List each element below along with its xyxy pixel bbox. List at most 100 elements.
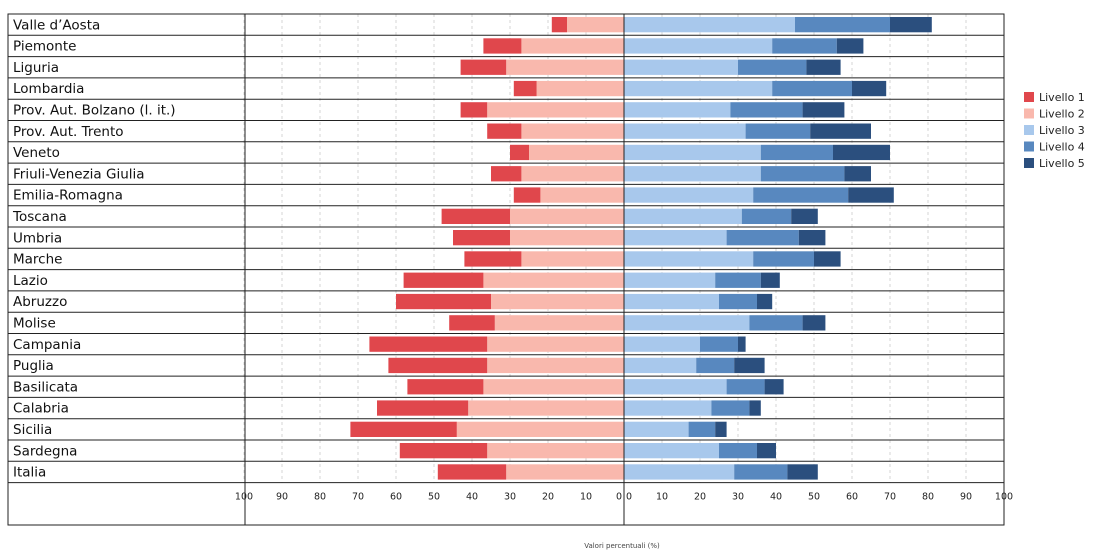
x-tick-label: 0: [626, 492, 632, 503]
category-label: Lombardia: [13, 81, 84, 97]
bar-livello-5: [836, 38, 864, 54]
bar-livello-2: [521, 123, 624, 139]
bar-livello-4: [749, 315, 803, 331]
bar-livello-1: [460, 59, 507, 75]
category-label: Piemonte: [13, 39, 76, 55]
bar-livello-5: [791, 208, 818, 224]
bar-livello-5: [814, 251, 841, 267]
bar-livello-3: [624, 443, 719, 459]
bar-livello-5: [852, 80, 887, 97]
bar-livello-1: [460, 102, 488, 118]
bar-livello-5: [749, 400, 761, 416]
category-label: Italia: [13, 465, 46, 481]
x-tick-label: 30: [504, 492, 516, 503]
bar-livello-1: [449, 315, 495, 331]
bar-livello-1: [377, 400, 469, 416]
bar-livello-2: [468, 400, 624, 416]
x-tick-label: 30: [732, 492, 744, 503]
category-label: Toscana: [12, 209, 67, 225]
bar-livello-2: [567, 17, 624, 33]
bar-livello-4: [719, 293, 757, 310]
bar-livello-5: [802, 315, 826, 331]
x-tick-label: 20: [542, 492, 554, 503]
bar-livello-4: [795, 17, 890, 33]
bar-livello-2: [521, 38, 624, 54]
bar-livello-2: [491, 293, 624, 310]
bar-livello-4: [726, 230, 799, 246]
bar-livello-2: [521, 251, 624, 267]
bar-livello-1: [487, 123, 522, 139]
bar-livello-4: [734, 464, 788, 480]
bar-livello-4: [730, 102, 803, 118]
x-tick-label: 100: [995, 492, 1013, 503]
category-label: Basilicata: [13, 379, 78, 395]
bar-livello-4: [738, 59, 807, 75]
x-tick-label: 10: [656, 492, 668, 503]
x-tick-label: 60: [846, 492, 858, 503]
bar-livello-1: [396, 293, 491, 310]
category-label: Prov. Aut. Bolzano (l. it.): [13, 103, 176, 119]
bar-livello-5: [738, 336, 746, 352]
bar-livello-2: [487, 443, 624, 459]
category-label: Puglia: [13, 358, 54, 374]
bar-livello-1: [513, 187, 541, 203]
bar-livello-4: [772, 80, 852, 97]
bar-livello-5: [787, 464, 818, 480]
category-label: Sicilia: [13, 422, 52, 438]
bar-livello-5: [844, 166, 871, 182]
bar-livello-4: [760, 144, 833, 161]
bar-livello-1: [388, 357, 488, 374]
legend-swatch: [1024, 92, 1034, 102]
bar-livello-2: [510, 208, 624, 224]
legend-swatch: [1024, 125, 1034, 135]
bar-livello-5: [802, 102, 845, 118]
bar-livello-4: [726, 379, 765, 395]
bar-livello-4: [745, 123, 811, 139]
category-label: Molise: [13, 316, 56, 332]
x-tick-label: 50: [428, 492, 440, 503]
bar-livello-4: [696, 357, 735, 374]
bar-livello-1: [464, 251, 522, 267]
category-label: Sardegna: [13, 443, 77, 459]
bar-livello-2: [494, 315, 624, 331]
bar-livello-2: [521, 166, 624, 182]
bar-livello-2: [456, 421, 624, 437]
x-tick-label: 60: [390, 492, 402, 503]
x-tick-label: 40: [770, 492, 782, 503]
bar-livello-4: [711, 400, 750, 416]
bar-livello-3: [624, 59, 738, 75]
bar-livello-2: [506, 464, 624, 480]
bar-livello-2: [483, 272, 624, 288]
bar-livello-3: [624, 187, 754, 203]
bar-livello-3: [624, 336, 700, 352]
bar-livello-5: [764, 379, 784, 395]
x-tick-label: 90: [276, 492, 288, 503]
bar-livello-3: [624, 315, 750, 331]
legend-label: Livello 1: [1039, 91, 1085, 104]
bar-livello-3: [624, 80, 773, 97]
bar-livello-4: [753, 187, 849, 203]
x-axis-title: Valori percentuali (%): [584, 542, 660, 550]
legend-label: Livello 3: [1039, 124, 1085, 137]
bar-livello-5: [806, 59, 841, 75]
bar-livello-3: [624, 102, 731, 118]
bar-livello-5: [734, 357, 765, 374]
bar-livello-4: [688, 421, 716, 437]
bar-livello-5: [890, 17, 932, 33]
bar-livello-4: [719, 443, 757, 459]
legend-label: Livello 4: [1039, 141, 1085, 154]
bar-livello-1: [551, 17, 567, 33]
x-tick-label: 100: [235, 492, 253, 503]
bar-livello-4: [715, 272, 761, 288]
bar-livello-1: [350, 421, 457, 437]
bar-livello-1: [407, 379, 484, 395]
bar-livello-5: [833, 144, 890, 161]
category-label: Umbria: [13, 230, 62, 246]
category-label: Calabria: [13, 401, 69, 417]
bar-livello-4: [760, 166, 845, 182]
bar-livello-3: [624, 123, 746, 139]
category-label: Liguria: [13, 60, 59, 76]
bar-livello-4: [772, 38, 837, 54]
bar-livello-5: [757, 443, 776, 459]
